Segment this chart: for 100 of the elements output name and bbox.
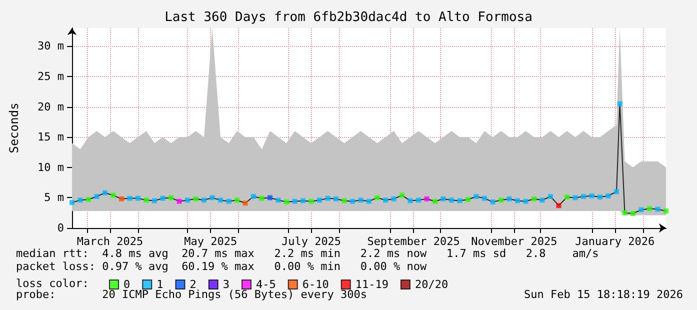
point [210, 195, 215, 200]
y-tick-label: 30 m [38, 40, 64, 53]
legend-label: 4-5 [256, 278, 276, 291]
legend-label: 20/20 [414, 278, 448, 291]
point [102, 190, 108, 196]
point [168, 195, 174, 200]
point [416, 198, 421, 203]
legend-label: 0 [124, 278, 130, 291]
point [110, 192, 116, 198]
text: median rtt: 4.8 ms avg 20.7 ms max 2.2 ms min 2.2 ms now 1.7 ms sd 2.8 am/s [16, 247, 599, 260]
point [564, 194, 570, 200]
legend-label: 6-10 [302, 278, 329, 291]
point [638, 207, 644, 212]
point [226, 198, 232, 204]
point [515, 198, 520, 204]
point [86, 197, 91, 202]
point [144, 198, 149, 203]
y-tick-label: 25 m [38, 70, 64, 83]
point [185, 198, 190, 203]
y-tick-label: 20 m [38, 100, 64, 114]
legend-title: loss color: [16, 277, 89, 290]
x-tick-label: March 2025 [76, 235, 144, 248]
point [457, 198, 462, 204]
y-tick-label: 15 m [38, 130, 64, 144]
point [308, 198, 314, 204]
point [630, 210, 636, 216]
point [176, 198, 182, 204]
point [78, 198, 83, 203]
y-tick-label: 0 [57, 222, 64, 234]
point [408, 198, 413, 204]
point [276, 198, 281, 203]
point [152, 198, 157, 204]
point [598, 194, 602, 200]
point [589, 193, 594, 198]
point [523, 198, 528, 204]
point [202, 198, 206, 203]
text: Sun Feb 15 18:18:19 2026 [524, 288, 684, 301]
x-tick-label: November 2025 [471, 235, 558, 248]
point [383, 198, 388, 203]
point [498, 198, 504, 203]
point [424, 196, 430, 202]
point [160, 196, 166, 201]
point [242, 200, 248, 206]
point [432, 198, 438, 204]
point [94, 194, 100, 199]
point [606, 193, 611, 198]
point [449, 198, 454, 203]
point [127, 196, 132, 201]
point [334, 196, 338, 202]
point [119, 196, 124, 202]
x-tick-label: May 2025 [184, 235, 238, 248]
text: packet loss: 0.97 % avg 60.19 % max 0.00 % min 0.00 % now [16, 260, 427, 273]
legend-label: 11-19 [355, 278, 388, 291]
x-tick-label: September 2025 [367, 235, 460, 248]
point [342, 198, 347, 204]
point [234, 198, 240, 203]
point [136, 196, 140, 201]
point [70, 200, 74, 206]
legend-label: 2 [190, 278, 196, 291]
point [218, 198, 223, 203]
point [647, 206, 652, 212]
point [391, 196, 396, 202]
point [284, 199, 289, 204]
point [374, 195, 380, 200]
point [664, 208, 668, 214]
point [440, 196, 446, 202]
point [540, 198, 545, 203]
x-tick-label: July 2025 [281, 235, 342, 248]
point [614, 189, 619, 194]
point [358, 198, 364, 203]
point [474, 194, 479, 199]
point [251, 194, 256, 199]
point [268, 195, 272, 200]
point [350, 198, 355, 204]
point [366, 198, 372, 204]
point [193, 196, 198, 202]
point [259, 196, 264, 201]
point [556, 203, 562, 208]
legend-label: 1 [156, 278, 164, 291]
chart-title: Last 360 Days from 6fb2b30dac4d to Alto Formosa [164, 10, 532, 25]
x-tick-label: January 2026 [575, 235, 655, 248]
point [317, 198, 322, 203]
point [655, 206, 660, 212]
point [292, 198, 298, 204]
point [325, 196, 330, 201]
y-tick-label: 5 m [44, 191, 64, 204]
point [581, 194, 586, 199]
text: probe: 20 ICMP Echo Pings (56 Bytes) every 300s [16, 288, 367, 301]
point [482, 196, 487, 201]
point [532, 196, 536, 202]
legend-label: 3 [222, 278, 230, 291]
point [400, 192, 404, 198]
point [506, 196, 512, 202]
point [466, 197, 470, 202]
y-axis-title: Seconds [7, 102, 21, 154]
point [300, 198, 306, 204]
y-tick-label: 10 m [38, 160, 64, 174]
point [490, 199, 496, 204]
point [622, 210, 628, 216]
point [548, 194, 553, 199]
